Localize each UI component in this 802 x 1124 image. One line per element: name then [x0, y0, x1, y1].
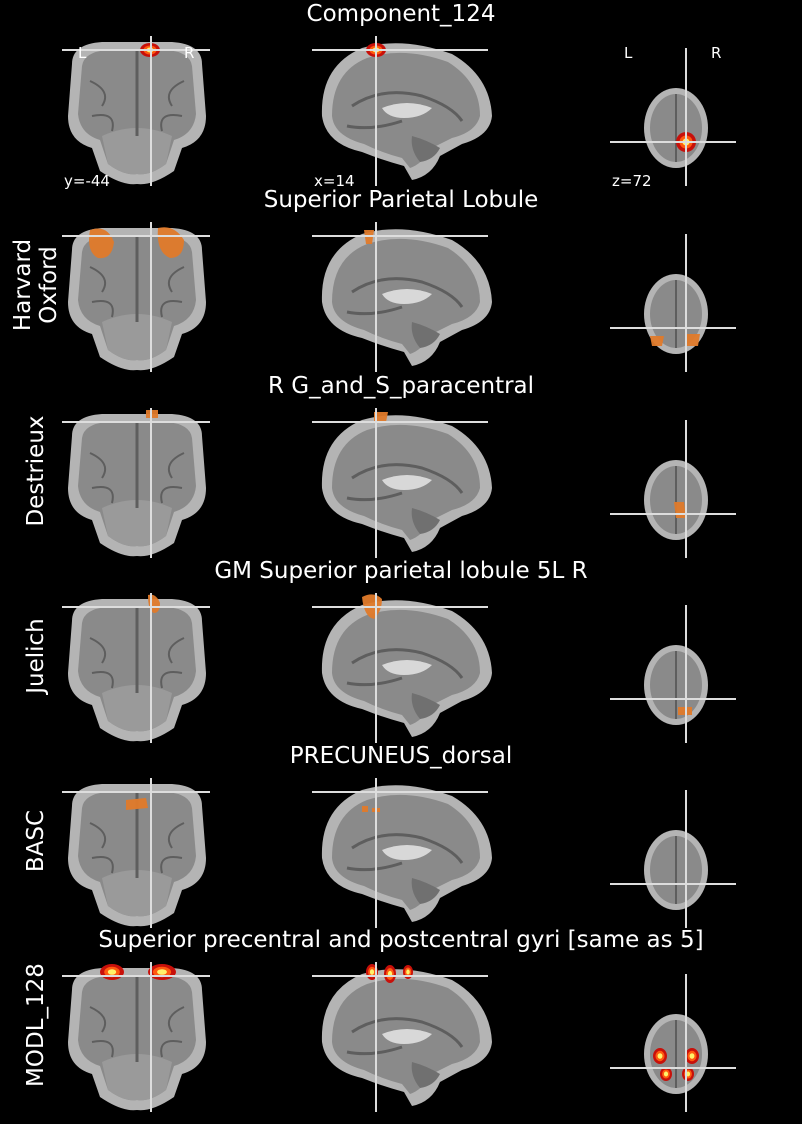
- coronal-slice-icon: [62, 408, 210, 558]
- right-marker: R: [184, 44, 195, 62]
- atlas-row-basc: PRECUNEUS_dorsal BASC: [0, 743, 802, 933]
- coord-x: x=14: [314, 172, 355, 190]
- atlas-region-title: GM Superior parietal lobule 5L R: [214, 558, 588, 584]
- coronal-view: [62, 778, 212, 928]
- sagittal-slice-icon: [312, 593, 492, 743]
- sagittal-view: [312, 778, 492, 928]
- sagittal-view: [312, 962, 492, 1112]
- atlas-row-modl-128: Superior precentral and postcentral gyri…: [0, 927, 802, 1117]
- sagittal-slice-icon: [312, 408, 492, 558]
- axial-view: [610, 593, 738, 743]
- coronal-view: [62, 408, 212, 558]
- left-marker: L: [78, 44, 87, 62]
- axial-slice-icon: [610, 605, 736, 743]
- atlas-region-title: Superior precentral and postcentral gyri…: [98, 927, 704, 953]
- atlas-region-title: PRECUNEUS_dorsal: [289, 743, 513, 769]
- axial-slice-icon: [610, 974, 736, 1112]
- sagittal-slice-icon: [312, 222, 492, 372]
- coronal-slice-icon: [62, 222, 210, 372]
- coronal-view: [62, 593, 212, 743]
- coronal-slice-icon: [62, 593, 210, 743]
- sagittal-slice-icon: [312, 36, 492, 186]
- atlas-row-juelich: GM Superior parietal lobule 5L R Juelich: [0, 558, 802, 748]
- axial-slice-icon: [610, 420, 736, 558]
- component-title: Component_124: [306, 1, 496, 27]
- sagittal-view: [312, 222, 492, 372]
- coronal-view: [62, 36, 212, 186]
- coronal-slice-icon: [62, 962, 210, 1112]
- atlas-region-title: Superior Parietal Lobule: [263, 187, 539, 213]
- sagittal-slice-icon: [312, 778, 492, 928]
- axial-view: [610, 222, 738, 372]
- axial-view: [610, 36, 738, 186]
- sagittal-view: [312, 593, 492, 743]
- coronal-slice-icon: [62, 36, 210, 186]
- axial-right-marker: R: [711, 44, 722, 62]
- atlas-name: Harvard Oxford: [10, 238, 62, 331]
- coronal-view: [62, 222, 212, 372]
- axial-view: [610, 962, 738, 1112]
- axial-left-marker: L: [624, 44, 633, 62]
- component-row: Component_124 L R L R y=-44 x=14 z=72: [0, 1, 802, 191]
- coord-z: z=72: [612, 172, 652, 190]
- coronal-slice-icon: [62, 778, 210, 928]
- coronal-view: [62, 962, 212, 1112]
- axial-slice-icon: [610, 790, 736, 928]
- atlas-row-destrieux: R G_and_S_paracentral Destrieux: [0, 373, 802, 563]
- atlas-name: BASC: [23, 809, 49, 872]
- atlas-name: MODL_128: [23, 962, 49, 1087]
- atlas-name: Destrieux: [23, 414, 49, 527]
- sagittal-slice-icon: [312, 962, 492, 1112]
- axial-view: [610, 408, 738, 558]
- coord-y: y=-44: [64, 172, 110, 190]
- sagittal-view: [312, 408, 492, 558]
- atlas-region-title: R G_and_S_paracentral: [267, 373, 535, 399]
- atlas-row-harvard-oxford: Superior Parietal Lobule Harvard Oxford: [0, 187, 802, 377]
- axial-slice-icon: [610, 234, 736, 372]
- axial-slice-icon: [610, 48, 736, 186]
- atlas-name: Juelich: [23, 617, 49, 694]
- axial-view: [610, 778, 738, 928]
- sagittal-view: [312, 36, 492, 186]
